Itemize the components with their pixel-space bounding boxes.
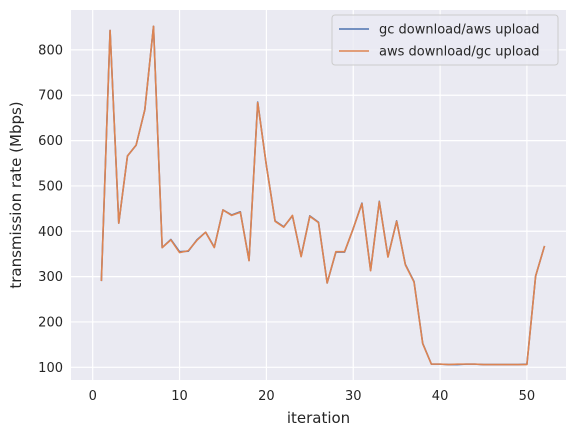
legend-label-gc-download-aws-upload: gc download/aws upload	[379, 23, 540, 38]
x-tick-label-0: 0	[89, 389, 97, 404]
x-tick-label-10: 10	[171, 389, 188, 404]
x-tick-label-40: 40	[432, 389, 449, 404]
y-tick-label-800: 800	[38, 43, 63, 58]
y-tick-label-400: 400	[38, 225, 63, 240]
x-tick-label-30: 30	[345, 389, 362, 404]
y-tick-label-500: 500	[38, 179, 63, 194]
grid	[71, 10, 566, 380]
series-layer	[100, 25, 546, 366]
series-line-aws-download-gc-upload	[100, 25, 546, 366]
y-axis-label: transmission rate (Mbps)	[7, 101, 25, 288]
y-tick-label-700: 700	[38, 89, 63, 104]
y-tick-label-100: 100	[38, 361, 63, 376]
x-tick-label-50: 50	[519, 389, 536, 404]
plot-background	[71, 10, 566, 380]
x-axis-label: iteration	[287, 409, 350, 427]
y-tick-label-300: 300	[38, 270, 63, 285]
x-tick-labels: 0 10 20 30 40 50	[89, 389, 536, 404]
legend-box	[331, 14, 559, 66]
y-tick-labels: 100 200 300 400 500 600 700 800	[38, 43, 63, 375]
y-tick-label-200: 200	[38, 315, 63, 330]
y-tick-label-600: 600	[38, 134, 63, 149]
legend-label-aws-download-gc-upload: aws download/gc upload	[379, 45, 540, 60]
legend: gc download/aws upload aws download/gc u…	[331, 14, 559, 66]
x-tick-label-20: 20	[258, 389, 275, 404]
